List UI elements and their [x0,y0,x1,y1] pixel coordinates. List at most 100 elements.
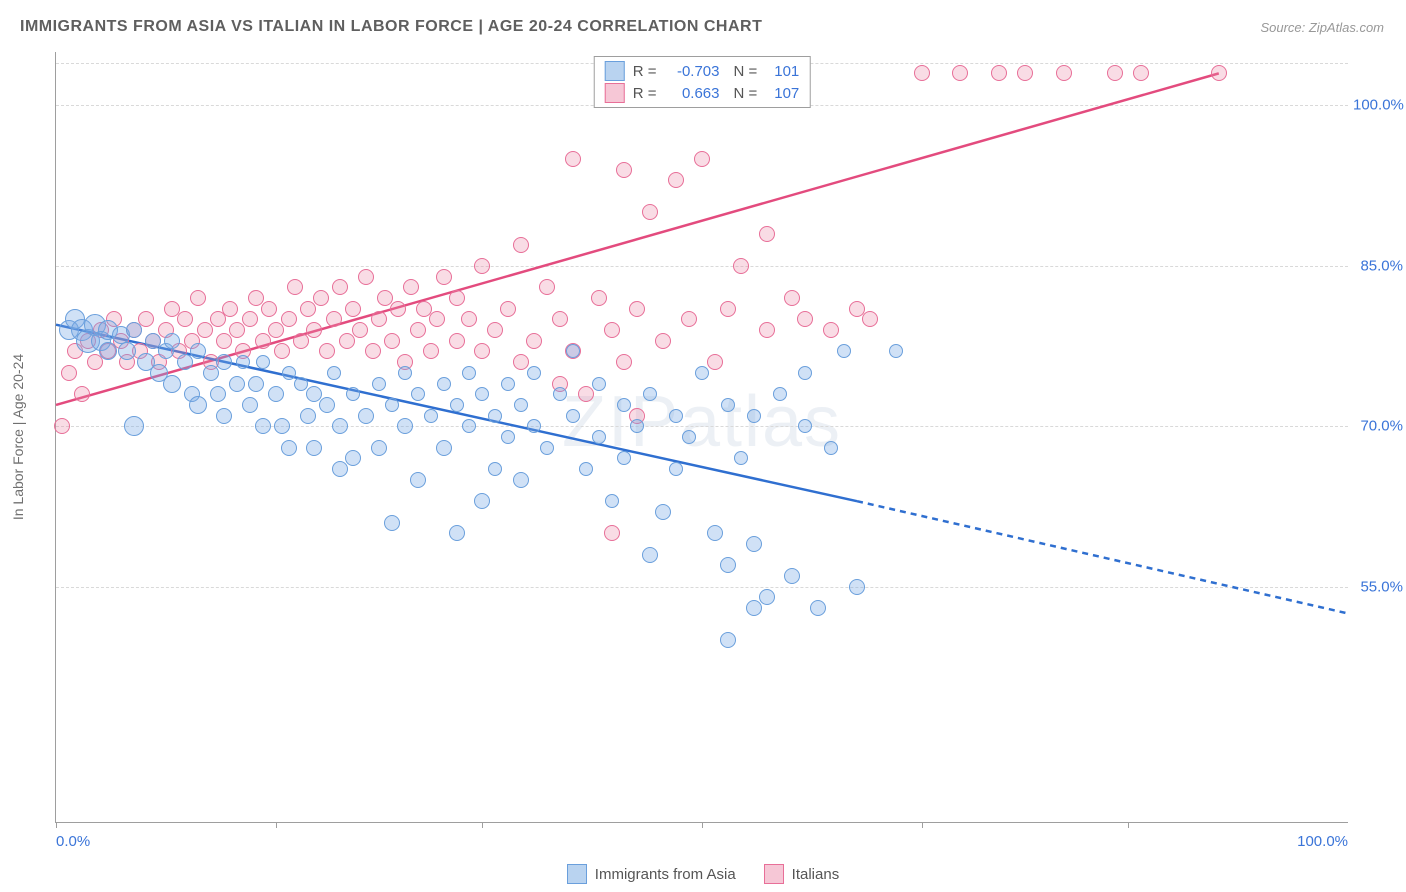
scatter-point-blue [410,472,426,488]
scatter-point-blue [306,440,322,456]
scatter-point-blue [798,419,812,433]
scatter-point-pink [274,343,290,359]
y-tick-label: 100.0% [1353,97,1403,114]
scatter-point-blue [566,409,580,423]
scatter-point-pink [1133,65,1149,81]
scatter-point-blue [734,451,748,465]
scatter-point-blue [540,441,554,455]
scatter-point-pink [255,333,271,349]
scatter-point-blue [643,387,657,401]
scatter-point-pink [423,343,439,359]
scatter-point-pink [707,354,723,370]
scatter-point-pink [268,322,284,338]
legend-item-blue: Immigrants from Asia [567,864,736,884]
scatter-point-blue [216,408,232,424]
scatter-point-pink [591,290,607,306]
scatter-point-pink [862,311,878,327]
scatter-plot: ZIPatlas 55.0%70.0%85.0%100.0% In Labor … [55,52,1348,823]
scatter-point-pink [500,301,516,317]
r-value: -0.703 [665,63,720,80]
n-label: N = [734,85,758,102]
x-tick [56,822,57,828]
scatter-point-pink [616,162,632,178]
scatter-point-blue [669,409,683,423]
scatter-point-pink [487,322,503,338]
scatter-point-pink [1107,65,1123,81]
scatter-point-blue [216,354,232,370]
scatter-point-blue [210,386,226,402]
x-tick [482,822,483,828]
scatter-point-pink [668,172,684,188]
scatter-point-pink [229,322,245,338]
scatter-point-pink [474,343,490,359]
scatter-point-pink [216,333,232,349]
scatter-point-pink [1056,65,1072,81]
scatter-point-blue [449,525,465,541]
scatter-point-blue [747,409,761,423]
legend-row-blue: R = -0.703 N = 101 [605,61,800,81]
scatter-point-pink [197,322,213,338]
scatter-point-blue [437,377,451,391]
scatter-point-pink [694,151,710,167]
scatter-point-pink [642,204,658,220]
scatter-point-blue [236,355,250,369]
scatter-point-blue [346,387,360,401]
x-tick [702,822,703,828]
scatter-point-pink [461,311,477,327]
scatter-point-blue [248,376,264,392]
scatter-point-pink [1211,65,1227,81]
r-label: R = [633,63,657,80]
trend-lines [56,52,1348,822]
scatter-point-blue [319,397,335,413]
scatter-point-blue [630,419,644,433]
scatter-point-blue [203,365,219,381]
scatter-point-blue [189,396,207,414]
scatter-point-blue [256,355,270,369]
scatter-point-blue [99,342,117,360]
scatter-point-pink [513,237,529,253]
scatter-point-pink [365,343,381,359]
scatter-point-pink [261,301,277,317]
scatter-point-blue [358,408,374,424]
scatter-point-pink [306,322,322,338]
scatter-point-blue [300,408,316,424]
scatter-point-blue [759,589,775,605]
scatter-point-blue [385,398,399,412]
swatch-icon [567,864,587,884]
scatter-point-pink [190,290,206,306]
scatter-point-blue [294,377,308,391]
x-axis-min-label: 0.0% [56,833,90,850]
scatter-point-pink [352,322,368,338]
legend-item-pink: Italians [764,864,840,884]
scatter-point-pink [552,311,568,327]
scatter-point-blue [579,462,593,476]
scatter-point-blue [474,493,490,509]
scatter-point-blue [475,387,489,401]
scatter-point-pink [390,301,406,317]
legend-label: Italians [792,866,840,883]
scatter-point-blue [462,419,476,433]
scatter-point-blue [669,462,683,476]
scatter-point-blue [332,461,348,477]
scatter-point-pink [242,311,258,327]
scatter-point-blue [720,632,736,648]
scatter-point-pink [526,333,542,349]
scatter-point-blue [642,547,658,563]
scatter-point-blue [124,416,144,436]
y-tick-label: 55.0% [1353,578,1403,595]
scatter-point-blue [682,430,696,444]
n-value: 107 [765,85,799,102]
scatter-point-blue [255,418,271,434]
scatter-point-blue [605,494,619,508]
scatter-point-blue [242,397,258,413]
scatter-point-pink [222,301,238,317]
scatter-point-blue [332,418,348,434]
scatter-point-blue [488,462,502,476]
scatter-point-pink [300,301,316,317]
scatter-point-pink [604,322,620,338]
scatter-point-pink [345,301,361,317]
r-value: 0.663 [665,85,720,102]
scatter-point-pink [403,279,419,295]
scatter-point-pink [339,333,355,349]
scatter-point-pink [914,65,930,81]
